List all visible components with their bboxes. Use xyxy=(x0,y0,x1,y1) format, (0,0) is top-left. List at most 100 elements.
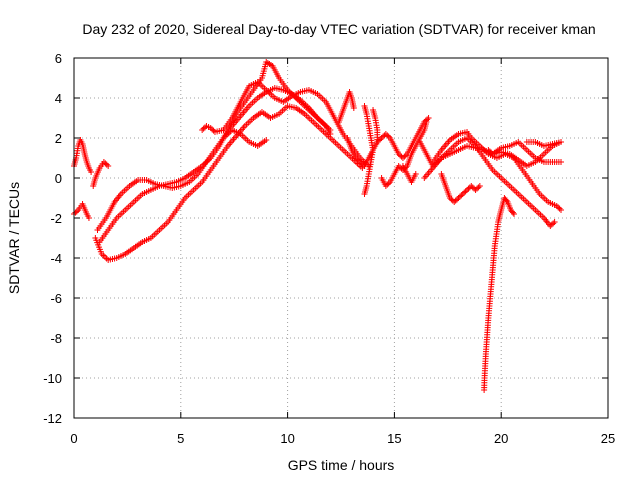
data-point xyxy=(465,185,472,192)
data-point xyxy=(472,187,479,193)
series-arc-13 xyxy=(378,119,430,189)
data-point xyxy=(378,135,385,141)
series-arc-12 xyxy=(370,107,381,145)
y-tick-label: -10 xyxy=(43,371,62,386)
data-point xyxy=(382,131,389,137)
data-point xyxy=(486,148,493,155)
data-point xyxy=(105,163,112,169)
data-point xyxy=(100,159,107,165)
data-point xyxy=(380,133,387,140)
data-point xyxy=(401,153,408,160)
data-point xyxy=(384,181,391,188)
y-tick-label: 0 xyxy=(55,171,62,186)
data-point xyxy=(412,171,419,177)
data-point xyxy=(399,155,406,161)
y-tick-label: 2 xyxy=(55,131,62,146)
series-arc-2 xyxy=(71,201,92,221)
data-point xyxy=(558,207,565,213)
x-tick-label: 10 xyxy=(280,431,294,446)
series-arc-8 xyxy=(220,127,270,149)
tick-marks xyxy=(73,57,609,419)
data-point xyxy=(469,184,476,191)
data-point xyxy=(361,191,368,197)
data-point xyxy=(456,193,463,200)
x-tick-label: 25 xyxy=(601,431,615,446)
series-arc-3 xyxy=(90,159,112,189)
data-point xyxy=(451,199,458,205)
y-tick-label: 6 xyxy=(55,51,62,66)
data-point xyxy=(475,184,482,191)
data-point xyxy=(459,191,466,197)
y-tick-label: -2 xyxy=(50,211,62,226)
series-arc-9 xyxy=(335,89,357,125)
data-point xyxy=(424,116,431,123)
data-point xyxy=(88,169,95,175)
series-arc-17 xyxy=(429,129,565,213)
data-point xyxy=(350,105,357,111)
data-point xyxy=(85,215,92,221)
data-point xyxy=(452,197,459,204)
data-point xyxy=(558,159,565,165)
data-point xyxy=(72,209,79,216)
data-point xyxy=(327,127,334,133)
data-point xyxy=(384,132,391,139)
data-point xyxy=(352,155,359,161)
y-tick-labels: -12 -10 -8 -6 -4 -2 0 2 4 6 xyxy=(43,51,62,426)
data-points xyxy=(71,59,565,393)
data-point xyxy=(385,133,392,140)
data-point xyxy=(382,183,389,189)
y-axis-label: SDTVAR / TECUs xyxy=(6,182,22,294)
data-point xyxy=(461,189,468,196)
data-point xyxy=(103,161,110,168)
data-point xyxy=(509,209,516,216)
y-tick-label: -12 xyxy=(43,411,62,426)
series-arc-20 xyxy=(523,139,565,149)
data-point xyxy=(551,219,558,225)
data-point xyxy=(454,196,461,203)
x-tick-label: 0 xyxy=(70,431,77,446)
series-arc-6 xyxy=(96,59,334,245)
data-point xyxy=(556,205,563,212)
data-point xyxy=(448,196,455,203)
data-point xyxy=(402,152,409,159)
data-point xyxy=(357,159,364,165)
data-point xyxy=(548,221,555,228)
data-point xyxy=(73,208,80,215)
data-point xyxy=(397,164,404,171)
data-point xyxy=(395,151,402,157)
data-point xyxy=(558,139,565,145)
data-point xyxy=(550,220,557,227)
x-axis-label: GPS time / hours xyxy=(288,457,395,473)
data-point xyxy=(455,195,462,201)
data-point xyxy=(485,147,492,153)
y-tick-label: -8 xyxy=(50,331,62,346)
data-point xyxy=(423,119,430,125)
data-point xyxy=(354,156,361,163)
gridlines xyxy=(74,58,608,418)
data-point xyxy=(547,223,554,229)
data-point xyxy=(458,192,465,199)
data-point xyxy=(385,180,392,187)
series-arc-21 xyxy=(481,195,518,393)
plot-frame xyxy=(73,57,609,419)
data-point xyxy=(476,183,483,189)
data-point xyxy=(207,125,214,131)
data-point xyxy=(473,185,480,192)
chart-title: Day 232 of 2020, Sidereal Day-to-day VTE… xyxy=(82,21,595,37)
x-tick-label: 15 xyxy=(387,431,401,446)
series-arc-14 xyxy=(399,163,419,185)
data-point xyxy=(446,195,453,201)
data-point xyxy=(358,160,365,167)
data-point xyxy=(210,127,217,134)
data-point xyxy=(209,126,216,133)
data-point xyxy=(355,157,362,164)
data-point xyxy=(397,152,404,159)
data-point xyxy=(468,183,475,189)
y-tick-label: -6 xyxy=(50,291,62,306)
x-tick-label: 5 xyxy=(177,431,184,446)
data-point xyxy=(503,197,510,204)
data-point xyxy=(200,125,207,132)
data-point xyxy=(375,137,382,144)
data-point xyxy=(464,187,471,193)
